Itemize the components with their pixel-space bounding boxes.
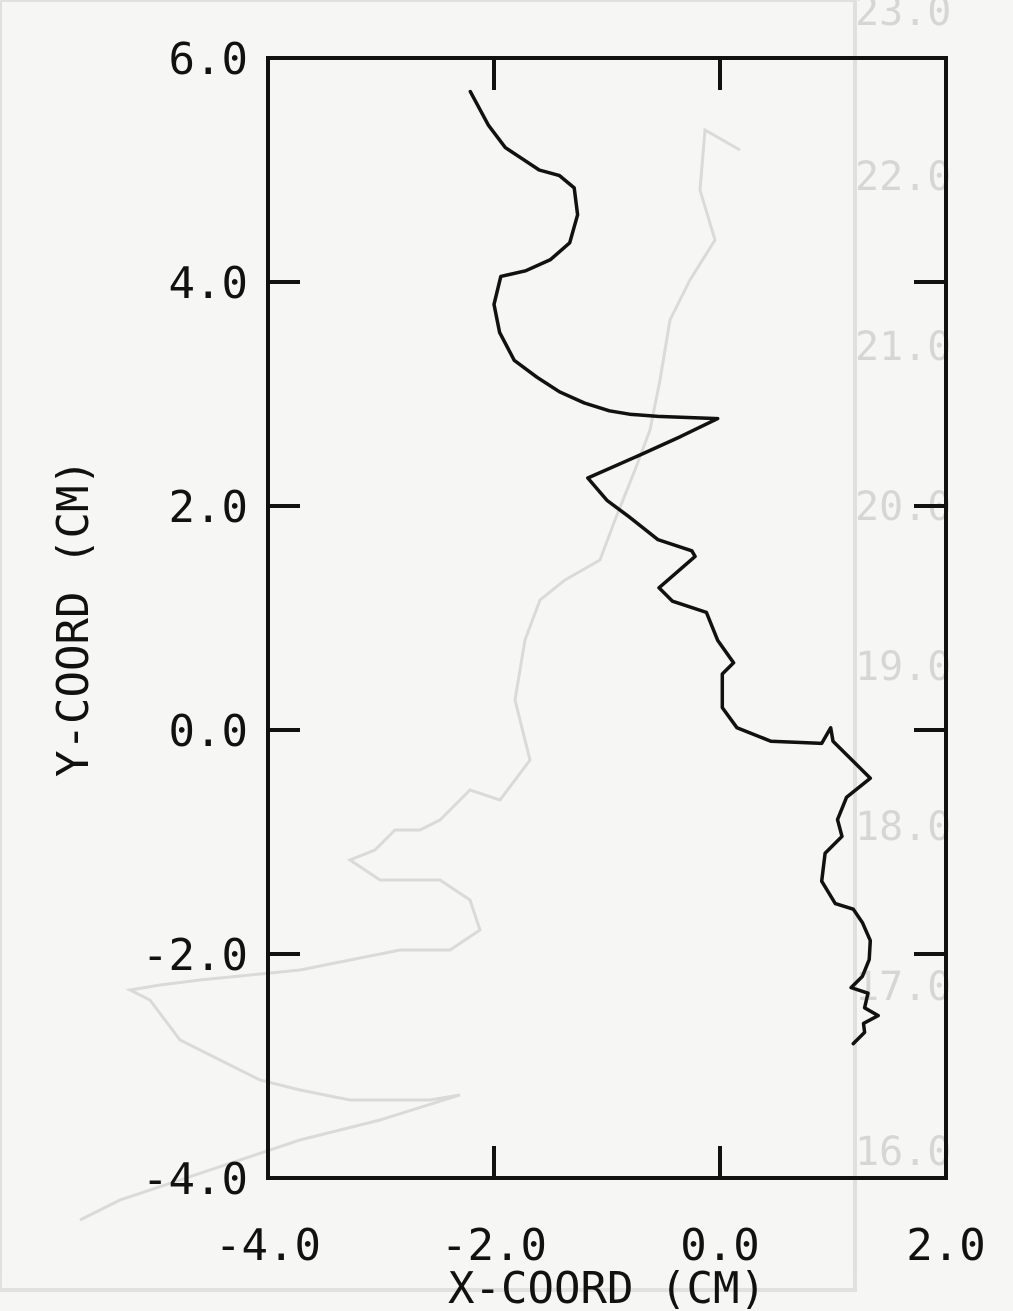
y-axis-tick-labels: -4.0 -2.0 0.0 2.0 4.0 6.0 — [142, 34, 248, 1205]
y-axis-ticks — [268, 56, 946, 1180]
y-axis-label: Y-COORD (CM) — [48, 459, 99, 777]
x-axis-tick-labels: -4.0 -2.0 0.0 2.0 — [215, 1220, 986, 1271]
ghost-label: 18.0 — [855, 804, 951, 850]
y-tick-label: 0.0 — [169, 706, 248, 757]
ghost-label: 23.0 — [855, 0, 951, 35]
y-tick-label: -2.0 — [142, 930, 248, 981]
y-tick-label: 4.0 — [169, 258, 248, 309]
y-tick-label: -4.0 — [142, 1154, 248, 1205]
x-axis-ticks — [266, 58, 948, 1178]
y-tick-label: 6.0 — [169, 34, 248, 85]
series-layer — [468, 89, 880, 1046]
ghost-trace — [79, 127, 741, 1222]
ghost-label: 21.0 — [855, 324, 951, 370]
ghost-layer: 23.0 22.0 21.0 20.0 19.0 18.0 17.0 16.0 — [0, 0, 951, 1292]
y-tick-label: 2.0 — [169, 482, 248, 533]
x-tick-label: 0.0 — [680, 1220, 759, 1271]
series-line — [468, 89, 880, 1046]
x-tick-label: -4.0 — [215, 1220, 321, 1271]
ghost-label: 16.0 — [855, 1129, 951, 1175]
x-axis-label: X-COORD (CM) — [448, 1263, 766, 1311]
plot-frame — [266, 56, 948, 1180]
ghost-label: 17.0 — [855, 964, 951, 1010]
x-tick-label: 2.0 — [906, 1220, 985, 1271]
ghost-frame — [0, 0, 857, 1292]
ghost-label: 19.0 — [855, 644, 951, 690]
x-tick-label: -2.0 — [441, 1220, 547, 1271]
ghost-label: 22.0 — [855, 154, 951, 200]
